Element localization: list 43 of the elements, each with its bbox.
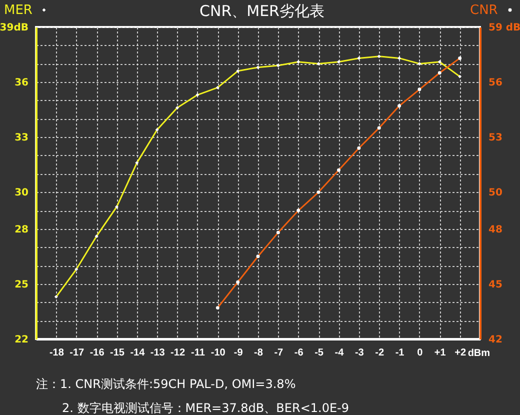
y-tick-label: 28: [14, 224, 29, 236]
x-tick-label: -1: [395, 348, 405, 358]
y-tick-label: 25: [14, 279, 29, 290]
x-tick-label: -4: [334, 348, 344, 358]
x-tick-label: -9: [234, 348, 244, 358]
x-tick-label: -14: [130, 348, 146, 358]
chart-title: CNR、MER劣化表: [200, 2, 324, 20]
y2-tick-label: 59 dB: [488, 22, 520, 34]
x-tick-label: 0: [417, 348, 424, 358]
y2-tick-label: 56: [488, 78, 502, 89]
y2-tick-label: 45: [488, 279, 502, 290]
y-tick-label: 36: [14, 78, 29, 89]
x-tick-label: -5: [314, 348, 324, 358]
y2-tick-label: 53: [488, 132, 502, 144]
y2-tick-label: 48: [488, 224, 502, 236]
x-tick-label: -12: [170, 348, 186, 358]
x-tick-label: +1: [434, 348, 446, 358]
x-tick-label: -15: [110, 348, 125, 358]
y2-tick-label: 50: [488, 188, 502, 199]
line-series: [216, 56, 462, 310]
y2-tick-label: 42: [488, 334, 502, 346]
y-tick-label: 39dB: [0, 22, 28, 34]
x-tick-label: -10: [210, 348, 226, 358]
legend-label: CNR: [470, 3, 498, 18]
y-tick-label: 33: [14, 132, 29, 144]
line-series: [54, 54, 462, 299]
x-tick-label: -16: [90, 348, 105, 358]
x-tick-label: -7: [274, 348, 284, 358]
y-tick-label: 22: [14, 334, 29, 346]
x-tick-label: -8: [254, 348, 264, 358]
x-tick-label: -3: [354, 348, 364, 358]
x-tick-label: +2: [454, 348, 466, 358]
x-tick-label: -17: [70, 348, 85, 358]
x-tick-label: -6: [294, 348, 304, 358]
x-axis-title: dBm: [468, 348, 490, 359]
text: 2. 数字电视测试信号：MER=37.8dB、BER<1.0E-9: [62, 401, 349, 415]
x-tick-label: -13: [150, 348, 166, 358]
x-tick-label: -18: [49, 348, 64, 358]
y-tick-label: 30: [14, 188, 29, 199]
text: 注：1. CNR测试条件:59CH PAL-D, OMI=3.8%: [36, 377, 296, 391]
legend-label: MER: [4, 3, 32, 18]
x-tick-label: -11: [191, 348, 206, 358]
x-tick-label: -2: [375, 348, 384, 358]
